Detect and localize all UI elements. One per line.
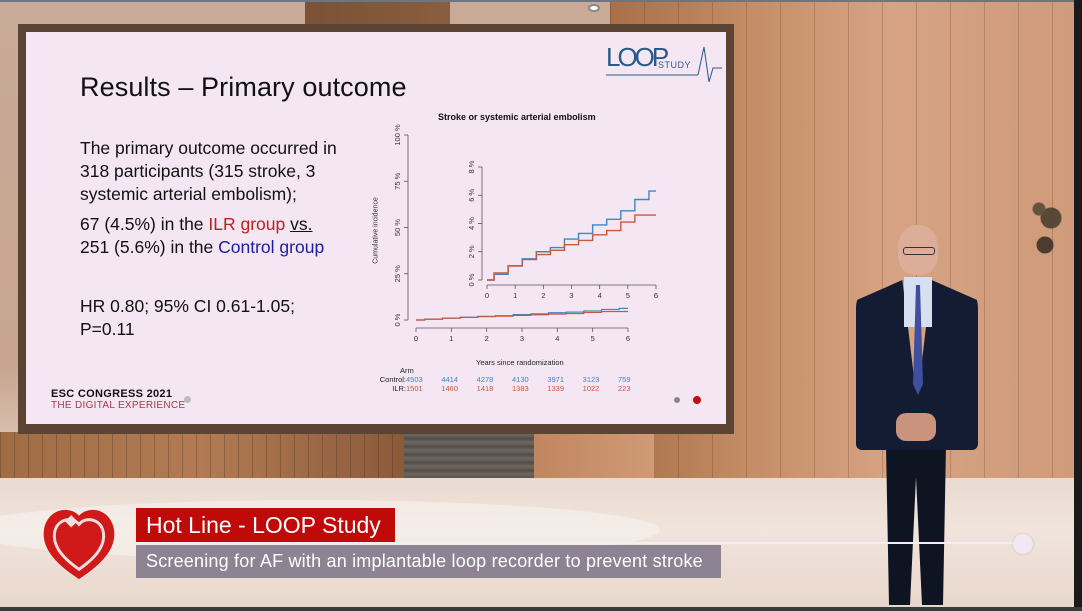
svg-text:25 %: 25 % xyxy=(393,265,402,282)
presentation-slide: Results – Primary outcome LOOP STUDY The… xyxy=(26,32,726,424)
svg-text:2 %: 2 % xyxy=(467,245,476,258)
svg-text:5: 5 xyxy=(591,334,595,343)
lower-third-knob-icon xyxy=(1013,534,1033,554)
svg-text:5: 5 xyxy=(626,291,630,300)
svg-text:4: 4 xyxy=(555,334,559,343)
wall-decoration xyxy=(1015,182,1075,272)
presenter-head xyxy=(898,225,938,275)
risk-cell: 3971 xyxy=(547,375,565,384)
ceiling-light xyxy=(588,4,600,12)
svg-text:1: 1 xyxy=(513,291,517,300)
risk-cell: 4278 xyxy=(476,375,494,384)
lower-third-title: Hot Line - LOOP Study xyxy=(136,508,395,542)
top-border xyxy=(0,0,1082,2)
presenter-tie xyxy=(913,285,923,395)
svg-text:0 %: 0 % xyxy=(467,273,476,286)
risk-cell: 3123 xyxy=(582,375,600,384)
bottom-border xyxy=(0,607,1082,611)
esc-congress-title: ESC CONGRESS 2021 xyxy=(51,388,173,400)
chart-plot: 0 % 25 % 50 % 75 % 100 % 0 1 2 3 4 5 6 0 % 2 % 4 % 6 % 8… xyxy=(393,124,658,343)
svg-text:8 %: 8 % xyxy=(467,160,476,173)
group-comparison: 67 (4.5%) in the ILR group vs. 251 (5.6%… xyxy=(80,214,325,257)
control-group-label: Control group xyxy=(218,237,325,257)
risk-table-header: Arm xyxy=(400,366,414,375)
footer-dot-icon xyxy=(184,396,191,403)
loop-study-logo: LOOP STUDY xyxy=(606,42,722,82)
risk-cell: 1501 xyxy=(406,384,423,393)
ilr-group-label: ILR group xyxy=(208,214,286,234)
logo-study-text: STUDY xyxy=(658,60,692,70)
risk-cell: 1022 xyxy=(582,384,600,393)
svg-text:0: 0 xyxy=(485,291,489,300)
slide-title: Results – Primary outcome xyxy=(80,72,407,102)
risk-cell: 759 xyxy=(618,375,631,384)
risk-cell: 4503 xyxy=(406,375,423,384)
risk-cell: 223 xyxy=(618,384,631,393)
risk-cell: 4130 xyxy=(512,375,529,384)
svg-text:6 %: 6 % xyxy=(467,188,476,201)
svg-text:100 %: 100 % xyxy=(393,124,402,146)
svg-text:4 %: 4 % xyxy=(467,217,476,230)
esc-congress-subtitle: THE DIGITAL EXPERIENCE xyxy=(51,400,186,411)
ecg-trace-icon xyxy=(606,46,722,82)
lower-third-subtitle: Screening for AF with an implantable loo… xyxy=(136,545,721,578)
risk-cell: 1418 xyxy=(476,384,494,393)
chart-title: Stroke or systemic arterial embolism xyxy=(438,112,596,122)
risk-row-label: Control: xyxy=(379,375,406,384)
hazard-ratio-stats: HR 0.80; 95% CI 0.61-1.05; P=0.11 xyxy=(80,296,295,339)
slide-nav-dot-icon xyxy=(674,397,680,403)
risk-cell: 1339 xyxy=(547,384,565,393)
risk-cell: 4414 xyxy=(441,375,459,384)
esc-congress-branding: ESC CONGRESS 2021 THE DIGITAL EXPERIENCE xyxy=(51,388,185,411)
svg-text:6: 6 xyxy=(654,291,658,300)
kaplan-meier-chart: Stroke or systemic arterial embolism Cum… xyxy=(366,102,686,393)
logo-loop-text: LOOP xyxy=(606,42,669,72)
right-border xyxy=(1074,0,1082,611)
svg-text:0: 0 xyxy=(414,334,418,343)
svg-text:2: 2 xyxy=(541,291,545,300)
svg-text:2: 2 xyxy=(485,334,489,343)
outcome-summary: The primary outcome occurred in 318 part… xyxy=(80,138,337,204)
background-stone-wall xyxy=(404,432,534,478)
lower-third-line xyxy=(136,542,1024,544)
svg-text:1: 1 xyxy=(449,334,453,343)
svg-text:3: 3 xyxy=(520,334,524,343)
svg-text:0 %: 0 % xyxy=(393,313,402,326)
presenter-glasses xyxy=(903,247,935,255)
svg-text:50 %: 50 % xyxy=(393,219,402,236)
risk-cell: 1383 xyxy=(512,384,529,393)
svg-text:4: 4 xyxy=(598,291,602,300)
presenter-legs xyxy=(886,445,946,605)
svg-text:3: 3 xyxy=(569,291,573,300)
esc-heart-logo-icon xyxy=(43,509,115,580)
risk-row-label: ILR: xyxy=(392,384,406,393)
risk-cell: 1460 xyxy=(441,384,459,393)
slide-nav-dot-active-icon xyxy=(693,396,701,404)
presenter-hands xyxy=(896,413,936,441)
presenter xyxy=(848,225,983,611)
chart-x-axis-label: Years since randomization xyxy=(476,358,564,367)
vs-label: vs. xyxy=(290,214,313,234)
svg-text:75 %: 75 % xyxy=(393,172,402,189)
svg-text:6: 6 xyxy=(626,334,630,343)
slide-body-text: The primary outcome occurred in 318 part… xyxy=(80,137,360,266)
